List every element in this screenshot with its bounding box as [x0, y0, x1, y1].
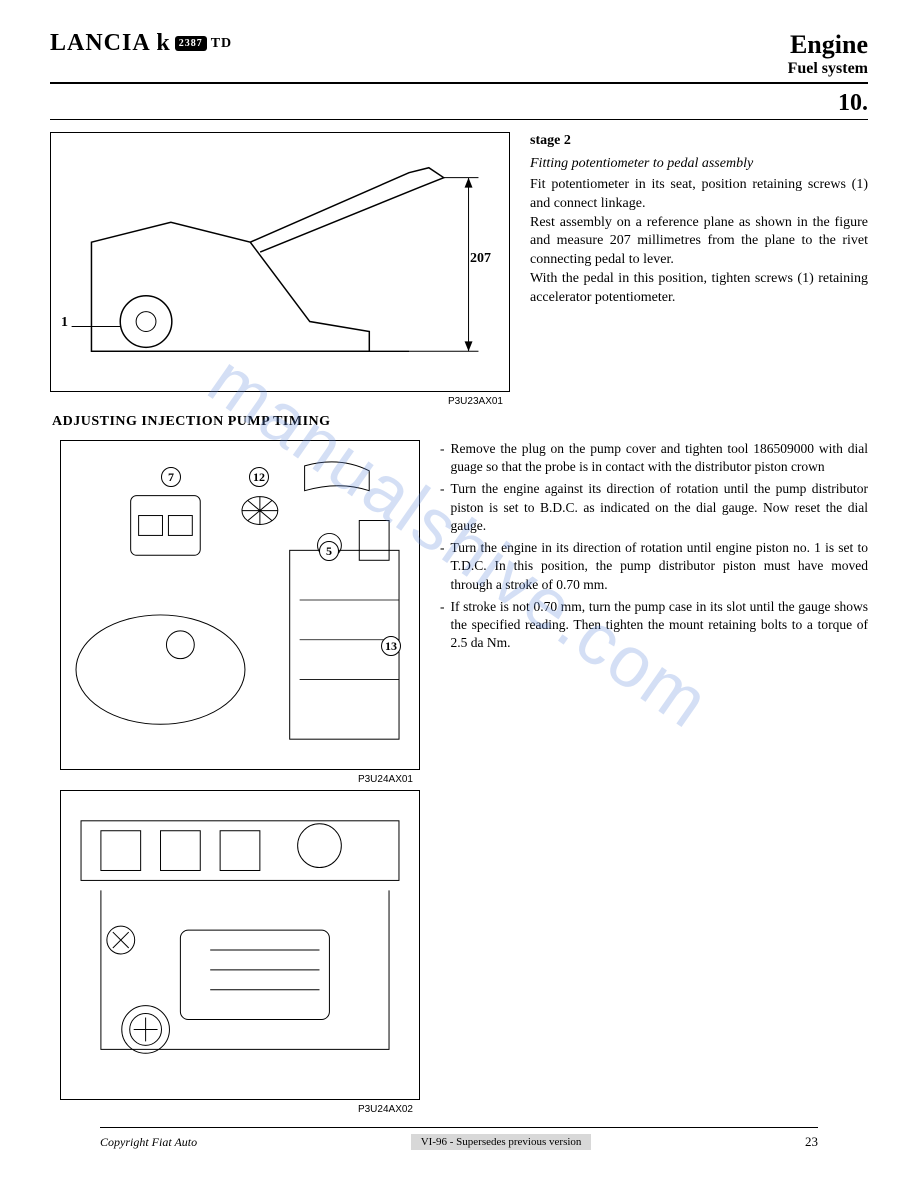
footer-page: 23 — [805, 1134, 818, 1150]
figure3-caption: P3U24AX02 — [358, 1104, 413, 1115]
brand-text: LANCIA k — [50, 30, 171, 57]
figure1-caption: P3U23AX01 — [448, 396, 503, 407]
figure2-caption: P3U24AX01 — [358, 774, 413, 785]
figure-pedal-assembly: 207 1 P3U23AX01 — [50, 132, 510, 392]
callout-5: 5 — [319, 541, 339, 561]
page-footer: Copyright Fiat Auto VI-96 - Supersedes p… — [100, 1127, 818, 1150]
procedure-b1: Remove the plug on the pump cover and ti… — [440, 440, 868, 476]
page-header: LANCIA k 2387 TD Engine Fuel system — [50, 30, 868, 84]
callout-7: 7 — [161, 467, 181, 487]
dimension-207: 207 — [470, 251, 491, 267]
stage2-p2: Rest assembly on a reference plane as sh… — [530, 214, 868, 271]
page-number-bar: 10. — [50, 90, 868, 120]
stage2-p1: Fit potentiometer in its seat, position … — [530, 176, 868, 214]
page-number: 10. — [838, 90, 868, 116]
stage2-title: stage 2 — [530, 132, 868, 151]
figure-pump-top: 7 12 5 13 P3U24AX01 — [60, 440, 420, 770]
row-pedal: 207 1 P3U23AX01 stage 2 Fitting potentio… — [50, 132, 868, 392]
header-left: LANCIA k 2387 TD — [50, 30, 232, 57]
callout-13: 13 — [381, 636, 401, 656]
stage2-text: stage 2 Fitting potentiometer to pedal a… — [530, 132, 868, 392]
footer-revision: VI-96 - Supersedes previous version — [411, 1134, 592, 1150]
header-right: Engine Fuel system — [788, 30, 868, 78]
callout-12: 12 — [249, 467, 269, 487]
footer-copyright: Copyright Fiat Auto — [100, 1135, 197, 1150]
stage2-p3: With the pedal in this position, tighten… — [530, 270, 868, 308]
page-container: LANCIA k 2387 TD Engine Fuel system 10. — [50, 30, 868, 1168]
pump-top-svg — [61, 441, 419, 769]
stage2-subtitle: Fitting potentiometer to pedal assembly — [530, 155, 868, 174]
procedure-b3: Turn the engine in its direction of rota… — [440, 539, 868, 594]
pedal-diagram-svg — [51, 133, 509, 391]
badge-suffix: TD — [211, 36, 232, 52]
row-timing: 7 12 5 13 P3U24AX01 Remove the plug on t… — [50, 440, 868, 770]
figure-pump-side: P3U24AX02 — [60, 790, 420, 1100]
section-subtitle: Fuel system — [788, 60, 868, 78]
procedure-b2: Turn the engine against its direction of… — [440, 480, 868, 535]
row-fig3: P3U24AX02 — [50, 790, 868, 1100]
section-heading-timing: ADJUSTING INJECTION PUMP TIMING — [52, 414, 868, 430]
procedure-b4: If stroke is not 0.70 mm, turn the pump … — [440, 598, 868, 653]
section-title: Engine — [788, 30, 868, 60]
callout-1: 1 — [61, 315, 68, 331]
procedure-list: Remove the plug on the pump cover and ti… — [440, 440, 868, 652]
engine-badge: 2387 — [175, 36, 207, 51]
procedure-text: Remove the plug on the pump cover and ti… — [440, 440, 868, 770]
pump-side-svg — [61, 791, 419, 1099]
